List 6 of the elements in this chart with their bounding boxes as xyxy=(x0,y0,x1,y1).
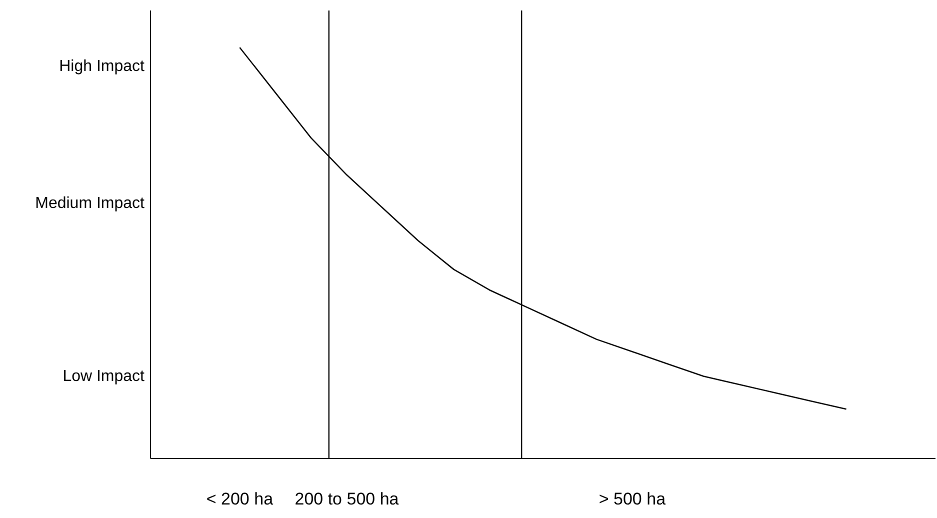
text: High Impact xyxy=(59,58,146,75)
x-tick-label: > 500 ha xyxy=(598,490,666,508)
text: Low Impact xyxy=(62,368,146,385)
x-tick-label: 200 to 500 ha xyxy=(294,490,400,508)
x-tick-label: < 200 ha xyxy=(206,490,274,508)
text: Medium Impact xyxy=(35,195,146,212)
